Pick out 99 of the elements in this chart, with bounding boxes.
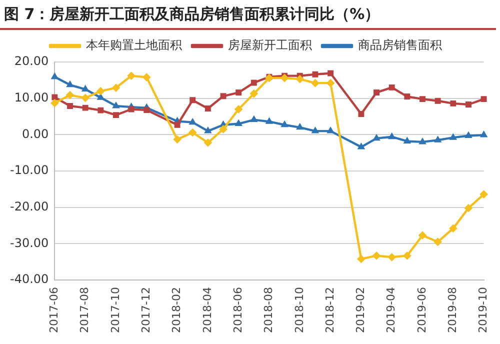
x-tick-label: 2018-08 (262, 287, 276, 334)
point (50, 99, 59, 108)
point (450, 100, 456, 106)
point (420, 96, 426, 102)
point (188, 128, 197, 136)
point (464, 132, 472, 138)
point (372, 134, 380, 141)
x-tick-label: 2018-06 (231, 287, 244, 334)
chart-title: 图 7：房屋新开工面积及商品房销售面积累计同比（%） (0, 0, 496, 30)
point (266, 118, 273, 124)
point (328, 70, 334, 76)
y-tick-label: 10.00 (14, 90, 49, 104)
point (81, 94, 90, 102)
point (142, 73, 151, 82)
point (82, 85, 89, 92)
point (204, 138, 212, 147)
point (327, 127, 334, 134)
point (449, 224, 458, 232)
point (113, 112, 119, 118)
point (388, 84, 395, 90)
point (296, 123, 304, 130)
point (326, 79, 335, 88)
point (372, 252, 381, 260)
y-tick-label: -30.00 (10, 236, 49, 250)
point (311, 79, 320, 88)
x-tick-label: 2019-10 (476, 287, 490, 334)
point (174, 122, 180, 128)
point (466, 102, 472, 108)
y-tick-label: 20.00 (14, 54, 49, 68)
point (52, 94, 58, 100)
point (204, 106, 211, 112)
point (127, 72, 136, 80)
y-tick-label: -20.00 (10, 199, 49, 214)
x-tick-label: 2019-04 (384, 287, 398, 334)
point (82, 104, 88, 111)
x-tick-label: 2017-12 (139, 287, 152, 334)
point (250, 80, 257, 86)
point (480, 131, 488, 138)
x-tick-label: 2018-02 (170, 287, 184, 334)
point (296, 75, 304, 84)
point (312, 71, 318, 78)
x-tick-label: 2018-04 (200, 287, 214, 334)
point (480, 190, 488, 198)
point (189, 118, 196, 125)
point (67, 102, 73, 109)
x-tick-label: 2019-02 (354, 287, 368, 334)
point (66, 91, 74, 100)
point (96, 87, 105, 96)
point (235, 120, 242, 126)
point (51, 72, 58, 80)
y-tick-label: 0.00 (22, 126, 49, 141)
point (280, 74, 289, 82)
point (464, 204, 472, 212)
x-tick-label: 2019-08 (446, 287, 460, 334)
point (204, 127, 212, 134)
point (220, 93, 226, 100)
point (434, 238, 442, 246)
point (281, 120, 288, 128)
point (250, 90, 258, 98)
x-tick-label: 2017-10 (108, 287, 122, 334)
point (374, 90, 380, 96)
point (388, 132, 396, 140)
x-tick-label: 2017-08 (78, 287, 92, 334)
y-tick-label: -40.00 (10, 272, 49, 286)
point (434, 136, 442, 142)
x-tick-label: 2017-06 (48, 287, 61, 334)
legend-label: 本年购置土地面积 (86, 38, 182, 52)
point (404, 94, 410, 100)
legend-label: 商品房销售面积 (358, 38, 442, 52)
point (144, 106, 150, 113)
x-tick-label: 2018-10 (292, 287, 306, 334)
point (418, 231, 426, 240)
point (219, 125, 228, 134)
point (312, 127, 319, 134)
point (358, 110, 364, 117)
point (434, 98, 441, 104)
point (480, 96, 487, 102)
point (234, 105, 243, 114)
point (388, 253, 396, 262)
point (112, 84, 120, 92)
point (418, 138, 426, 144)
legend-label: 房屋新开工面积 (228, 38, 312, 52)
point (450, 134, 457, 140)
point (173, 135, 182, 144)
y-tick-label: -10.00 (10, 163, 49, 178)
point (358, 143, 365, 150)
x-tick-label: 2018-12 (323, 287, 336, 334)
point (128, 106, 134, 112)
point (190, 97, 196, 104)
point (357, 254, 366, 263)
point (404, 137, 411, 144)
x-tick-label: 2019-06 (415, 287, 428, 334)
point (236, 90, 242, 96)
point (97, 94, 104, 100)
point (250, 116, 258, 122)
point (403, 252, 412, 260)
point (112, 102, 120, 108)
point (98, 107, 104, 114)
point (66, 80, 74, 88)
